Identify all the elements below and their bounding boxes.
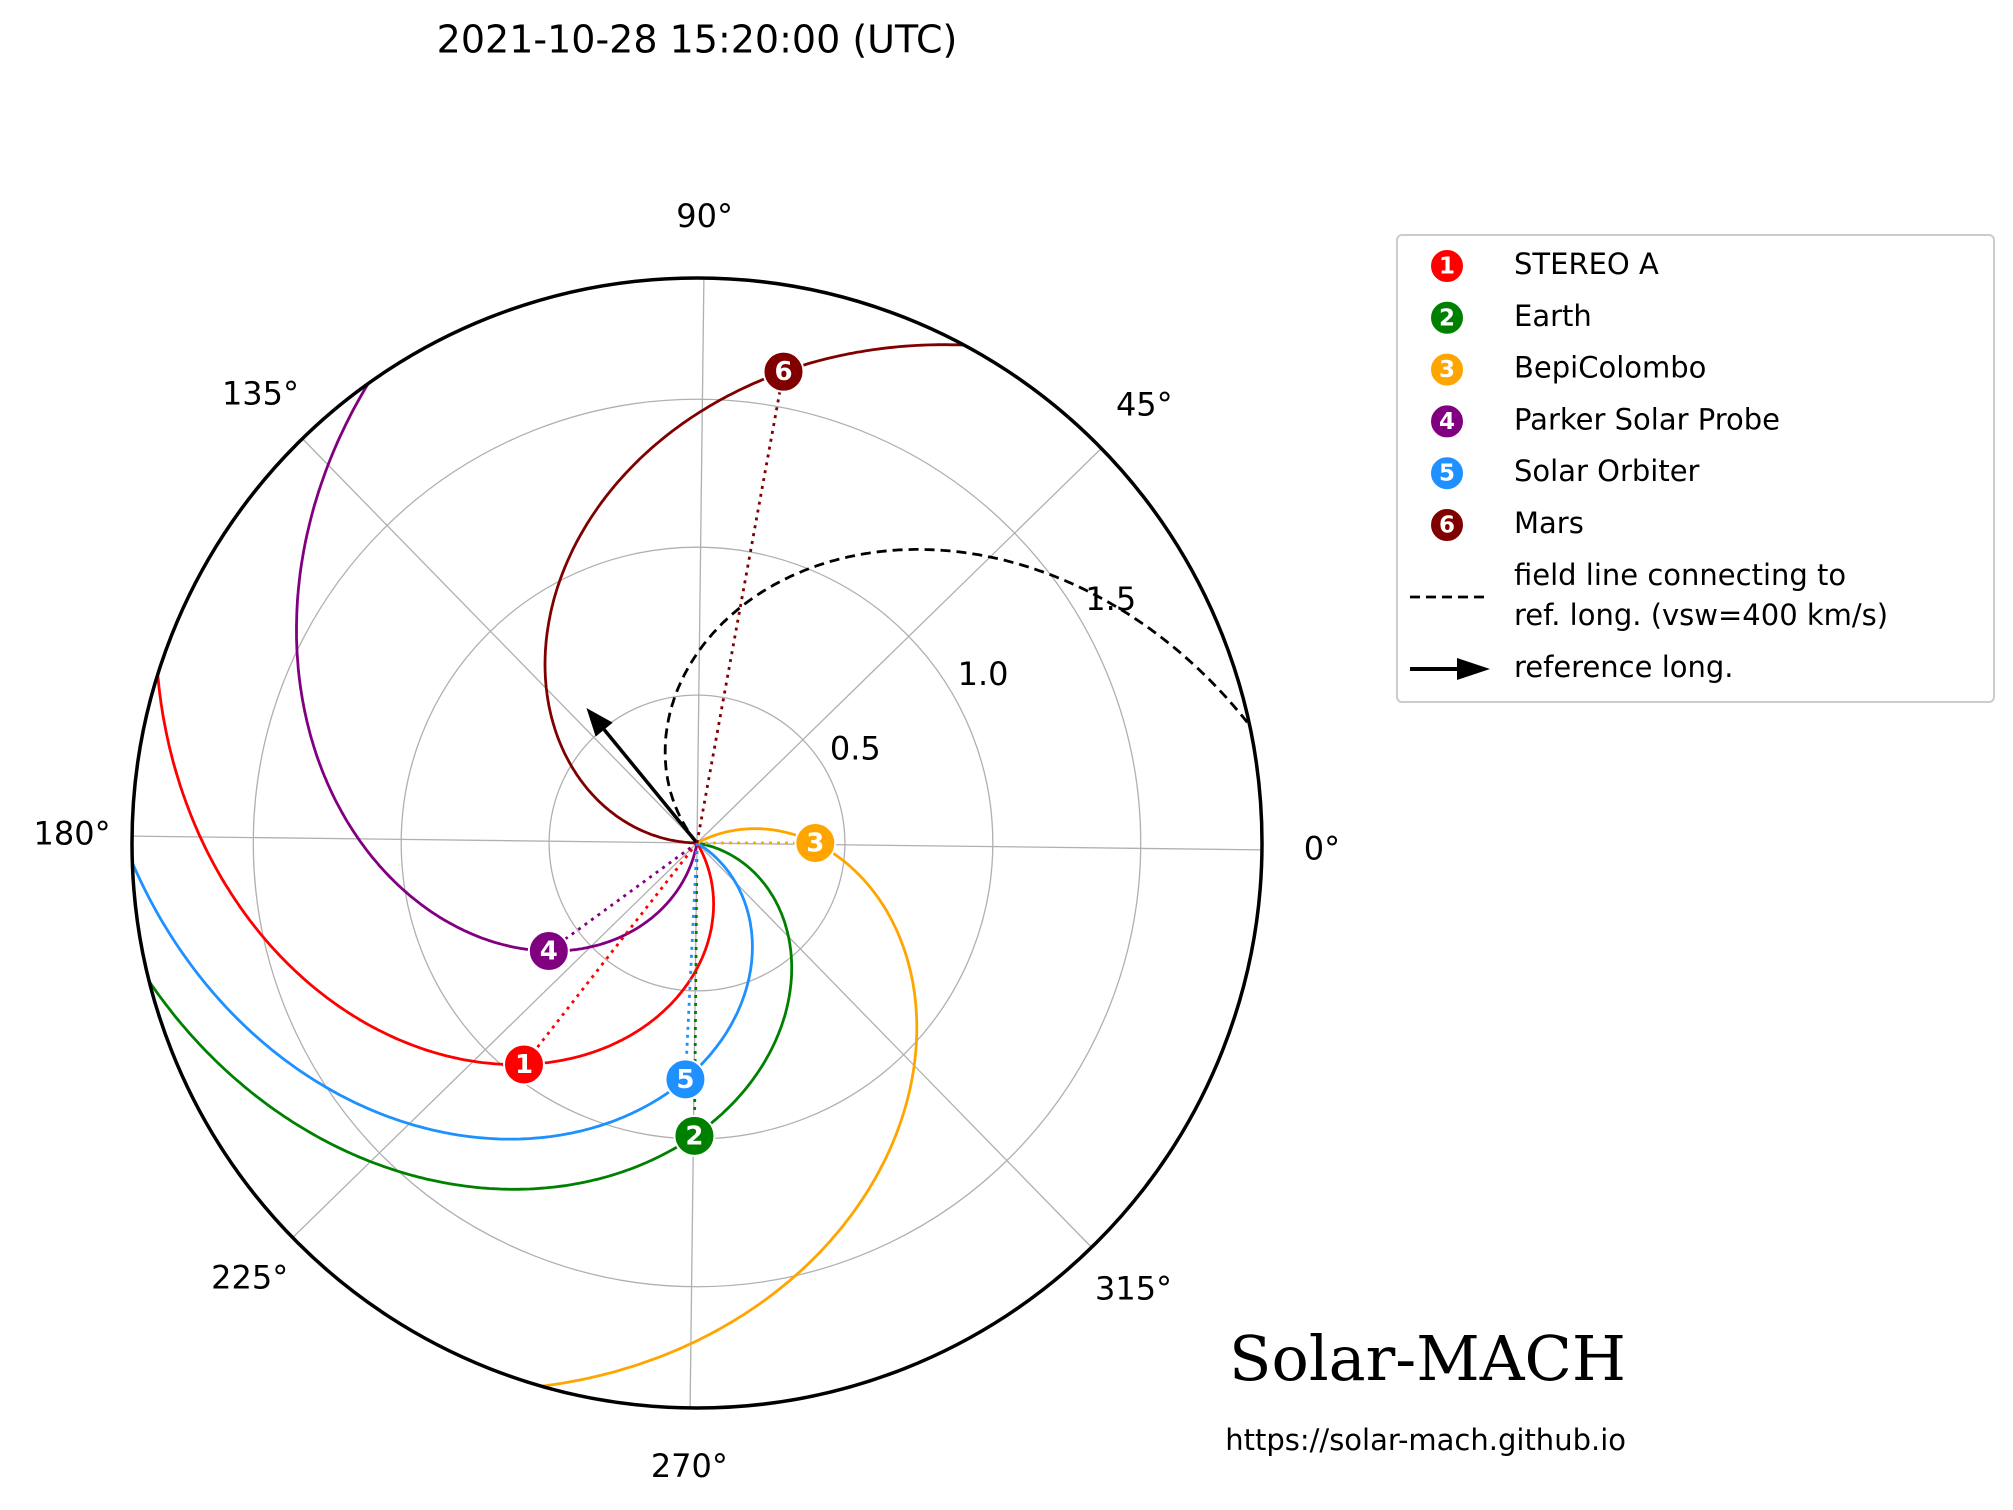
logo: Solar-MACH — [1229, 1322, 1626, 1395]
body-connector — [547, 841, 698, 953]
reference-arrow-head — [586, 707, 613, 737]
theta-tick-label: 270° — [651, 1447, 728, 1485]
legend-number: 6 — [1439, 513, 1455, 539]
legend-label: STEREO A — [1514, 247, 1659, 281]
reference-field-line — [663, 548, 1251, 844]
field-line — [156, 674, 715, 1066]
legend-marker — [1429, 299, 1465, 336]
body-number: 2 — [685, 1121, 703, 1151]
theta-tick-label: 90° — [676, 197, 733, 235]
grid-line — [301, 438, 698, 844]
r-tick-label: 0.5 — [830, 729, 881, 767]
legend-marker — [1429, 455, 1465, 492]
grid-circle — [548, 694, 846, 992]
polar-frame — [130, 276, 1264, 1410]
field-line — [543, 343, 965, 845]
body-marker — [527, 930, 570, 973]
body-marker — [664, 1058, 707, 1101]
body-connector — [695, 371, 785, 844]
legend-number: 1 — [1439, 254, 1455, 280]
legend-label: Solar Orbiter — [1514, 454, 1700, 488]
body-number: 6 — [774, 357, 792, 387]
body-connector — [522, 842, 699, 1066]
legend-marker — [1429, 351, 1465, 388]
body-marker — [794, 822, 837, 864]
legend-number: 4 — [1439, 409, 1455, 435]
legend-label: Earth — [1514, 299, 1592, 333]
grid-line — [696, 842, 1262, 851]
legend-marker — [1429, 403, 1465, 440]
grid-circle — [252, 398, 1142, 1288]
body-marker — [673, 1114, 716, 1157]
legend-number: 5 — [1439, 461, 1455, 487]
legend-number: 2 — [1439, 305, 1455, 331]
legend-marker — [1429, 507, 1465, 543]
legend-label: BepiColombo — [1514, 351, 1706, 385]
grid-line — [292, 842, 698, 1239]
grid-line — [132, 835, 698, 844]
body-number: 5 — [676, 1065, 694, 1095]
theta-tick-label: 180° — [34, 814, 111, 852]
legend-arrow-head — [1457, 658, 1490, 680]
body-connector — [693, 842, 699, 1136]
legend-label: Parker Solar Probe — [1514, 402, 1780, 436]
r-tick-label: 1.0 — [958, 655, 1009, 693]
legend-label: ref. long. (vsw=400 km/s) — [1514, 598, 1888, 632]
legend-label: reference long. — [1514, 650, 1734, 684]
r-tick-label: 1.5 — [1085, 580, 1136, 618]
theta-tick-label: 135° — [222, 375, 299, 413]
legend-number: 3 — [1439, 357, 1455, 383]
chart-title: 2021-10-28 15:20:00 (UTC) — [437, 18, 958, 62]
field-line — [541, 827, 919, 1388]
legend-box — [1396, 234, 1995, 703]
legend-marker — [1429, 248, 1465, 284]
grid-line — [696, 842, 1093, 1248]
theta-tick-label: 315° — [1095, 1269, 1172, 1307]
legend-label: field line connecting to — [1514, 558, 1846, 592]
grid-line — [696, 278, 705, 844]
body-number: 1 — [515, 1050, 533, 1080]
field-line — [295, 382, 699, 953]
body-marker — [762, 350, 805, 393]
legend-label: Mars — [1514, 506, 1584, 540]
theta-tick-label: 225° — [211, 1259, 288, 1297]
theta-tick-label: 45° — [1116, 385, 1173, 423]
theta-tick-label: 0° — [1304, 830, 1340, 868]
body-marker — [502, 1043, 545, 1086]
url: https://solar-mach.github.io — [1225, 1423, 1626, 1457]
grid-line — [696, 447, 1102, 844]
body-number: 4 — [540, 937, 558, 967]
body-number: 3 — [806, 829, 824, 859]
reference-arrow — [602, 728, 699, 845]
field-line — [131, 841, 754, 1141]
